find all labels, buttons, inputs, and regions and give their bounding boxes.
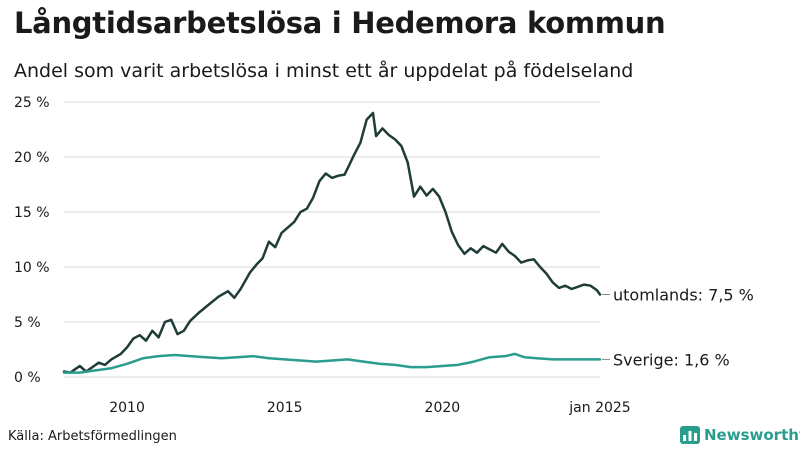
- chart-title: Långtidsarbetslösa i Hedemora kommun: [14, 6, 666, 40]
- y-tick-label: 0 %: [14, 370, 41, 386]
- brand-name: Newsworthy: [704, 426, 800, 444]
- y-tick-label: 20 %: [14, 150, 50, 166]
- brand-logo: Newsworthy: [680, 426, 800, 444]
- y-axis-labels: 0 % 5 % 10 % 15 % 20 % 25 %: [14, 95, 50, 386]
- line-chart: 0 % 5 % 10 % 15 % 20 % 25 % 2010 2015 2020 jan 2…: [14, 95, 754, 416]
- x-tick-label: 2020: [425, 400, 461, 416]
- y-tick-label: 15 %: [14, 205, 50, 221]
- series-lines: [62, 111, 602, 374]
- y-tick-label: 5 %: [14, 315, 41, 331]
- x-tick-label: 2015: [267, 400, 303, 416]
- source-note: Källa: Arbetsförmedlingen: [8, 429, 177, 444]
- y-tick-label: 10 %: [14, 260, 50, 276]
- gridlines: [64, 101, 600, 378]
- chart-subtitle: Andel som varit arbetslösa i minst ett å…: [14, 60, 634, 82]
- series-end-label: utomlands: 7,5 %: [613, 286, 754, 305]
- x-axis-labels: 2010 2015 2020 jan 2025: [109, 400, 630, 416]
- series-line-sverige: [62, 352, 602, 374]
- newsworthy-chart-logo-icon: [680, 426, 700, 444]
- series-line-utomlands: [62, 111, 602, 374]
- series-end-label: Sverige: 1,6 %: [613, 350, 730, 369]
- y-tick-label: 25 %: [14, 95, 50, 111]
- x-tick-label: 2010: [109, 400, 145, 416]
- x-tick-label: jan 2025: [568, 400, 630, 416]
- series-end-labels: utomlands: 7,5 % Sverige: 1,6 %: [602, 286, 754, 369]
